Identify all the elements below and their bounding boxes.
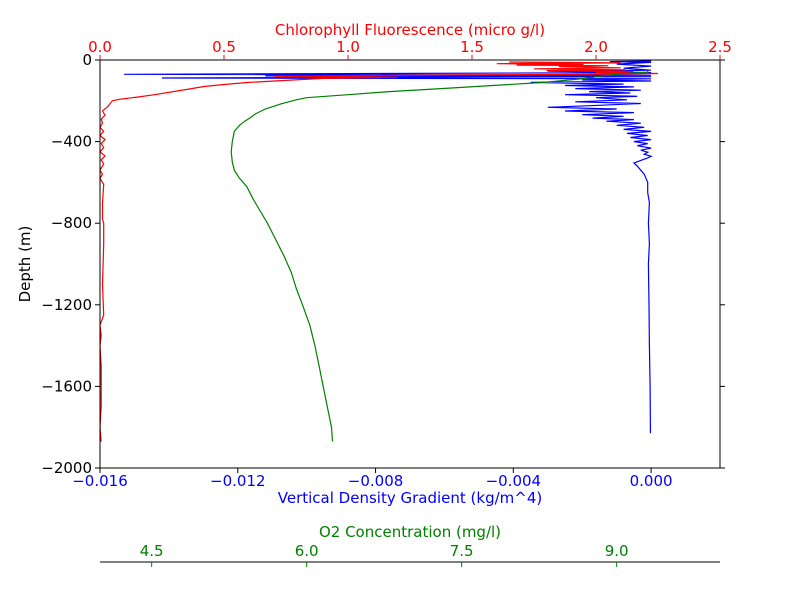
chlorophyll-tick-label: 1.5 xyxy=(460,38,484,56)
chlorophyll-axis-label: Chlorophyll Fluorescence (micro g/l) xyxy=(275,21,545,39)
chlorophyll-axis-ticks: 0.0 0.5 1.0 1.5 2.0 2.5 xyxy=(88,38,732,60)
chlorophyll-tick-label: 0.5 xyxy=(212,38,236,56)
chlorophyll-profile-line xyxy=(100,61,659,442)
density-tick-label: −0.012 xyxy=(210,472,266,490)
depth-axis-right-ticks xyxy=(720,59,725,469)
density-axis-label: Vertical Density Gradient (kg/m^4) xyxy=(278,489,542,507)
density-axis-ticks: −0.016 −0.012 −0.008 −0.004 0.000 xyxy=(72,468,673,490)
oxygen-axis-ticks: 4.5 6.0 7.5 9.0 xyxy=(140,542,629,567)
oxygen-tick-label: 9.0 xyxy=(605,542,629,560)
chlorophyll-tick-label: 1.0 xyxy=(336,38,360,56)
chlorophyll-tick-label: 0.0 xyxy=(88,38,112,56)
depth-axis-ticks: 0 −400 −800 −1200 −1600 −2000 xyxy=(41,51,100,477)
oxygen-profile-line xyxy=(230,70,649,442)
depth-tick-label: −1600 xyxy=(41,377,92,395)
depth-tick-label: −800 xyxy=(51,214,92,232)
oxygen-tick-label: 6.0 xyxy=(295,542,319,560)
depth-axis-label: Depth (m) xyxy=(16,226,34,303)
density-tick-label: −0.008 xyxy=(348,472,404,490)
oxygen-tick-label: 7.5 xyxy=(450,542,474,560)
oxygen-axis-label: O2 Concentration (mg/l) xyxy=(319,523,501,541)
depth-tick-label: −400 xyxy=(51,133,92,151)
density-profile-line xyxy=(124,60,653,434)
density-tick-label: −0.016 xyxy=(72,472,128,490)
series-layer xyxy=(100,60,659,442)
chlorophyll-tick-label: 2.0 xyxy=(584,38,608,56)
density-tick-label: 0.000 xyxy=(630,472,673,490)
depth-tick-label: −1200 xyxy=(41,296,92,314)
depth-tick-label: 0 xyxy=(82,51,92,69)
density-tick-label: −0.004 xyxy=(486,472,542,490)
chlorophyll-tick-label: 2.5 xyxy=(708,38,732,56)
depth-tick-label: −2000 xyxy=(41,459,92,477)
plot-frame xyxy=(99,59,721,469)
oxygen-tick-label: 4.5 xyxy=(140,542,164,560)
